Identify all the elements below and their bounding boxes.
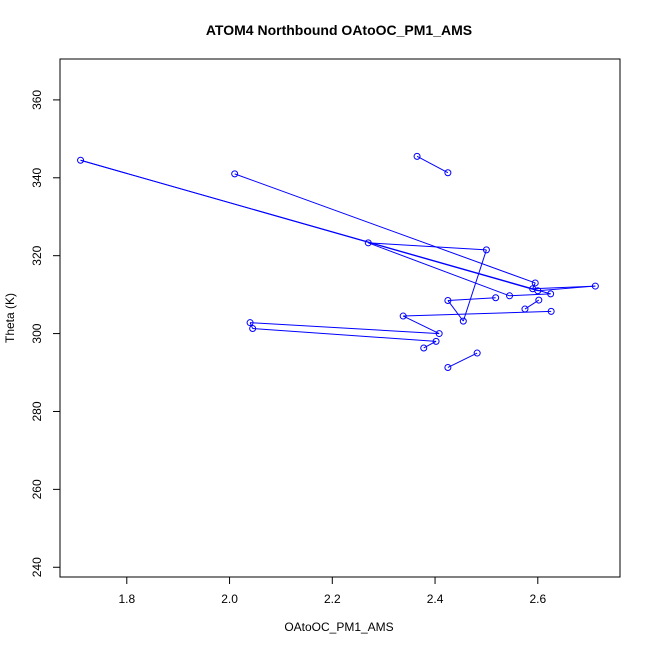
series-line-segment	[423, 340, 437, 349]
data-point	[547, 290, 555, 298]
data-point	[521, 305, 529, 313]
data-point	[231, 170, 239, 178]
series-points	[77, 152, 599, 371]
series-line-segment	[509, 293, 551, 297]
x-tick-label: 2.6	[529, 592, 546, 606]
series-line-segment	[250, 322, 440, 335]
data-point	[435, 330, 443, 338]
y-tick-label: 300	[30, 323, 44, 343]
y-axis: 240 260 280 300 320 340 360	[30, 90, 60, 577]
y-tick-label: 280	[30, 401, 44, 421]
y-axis-label: Theta (K)	[3, 293, 17, 343]
data-point	[364, 239, 372, 247]
y-tick-label: 240	[30, 557, 44, 577]
data-point	[444, 169, 452, 177]
data-point	[413, 152, 421, 160]
x-axis: 1.8 2.0 2.2 2.4 2.6	[118, 577, 546, 606]
data-point	[249, 325, 257, 333]
data-point	[399, 312, 407, 320]
plot-frame	[59, 58, 621, 578]
series-line-segment	[537, 285, 596, 292]
series-line-segment	[447, 352, 478, 368]
x-tick-label: 2.4	[427, 592, 444, 606]
y-tick-label: 260	[30, 479, 44, 499]
series-line-segment	[80, 159, 551, 295]
data-point	[77, 156, 85, 164]
series-line-segment	[252, 328, 437, 342]
series-line-segment	[447, 300, 464, 322]
data-point	[432, 337, 440, 345]
data-point	[482, 246, 490, 254]
data-point	[444, 296, 452, 304]
data-point	[459, 317, 467, 325]
x-tick-label: 2.2	[324, 592, 341, 606]
series-line-segment	[402, 315, 440, 335]
series-line-segment	[416, 155, 449, 174]
series-lines	[80, 155, 596, 368]
series-line-segment	[403, 310, 552, 317]
data-point	[420, 344, 428, 352]
series-line-segment	[524, 299, 540, 310]
series-line-segment	[462, 249, 487, 322]
y-tick-label: 320	[30, 245, 44, 265]
data-point	[246, 319, 254, 327]
data-point	[547, 307, 555, 315]
data-point	[591, 282, 599, 290]
series-line-segment	[447, 297, 496, 301]
data-point	[531, 279, 539, 287]
data-point	[506, 292, 514, 300]
data-point	[444, 363, 452, 371]
series-line-segment	[368, 242, 510, 297]
series-line-segment	[234, 173, 536, 284]
x-tick-label: 2.0	[221, 592, 238, 606]
chart-title: ATOM4 Northbound OAtoOC_PM1_AMS	[206, 22, 472, 38]
y-tick-label: 340	[30, 167, 44, 187]
data-point	[534, 287, 542, 295]
data-point	[535, 296, 543, 304]
data-point	[473, 349, 481, 357]
data-point	[492, 294, 500, 302]
y-tick-label: 360	[30, 90, 44, 110]
x-tick-label: 1.8	[118, 592, 135, 606]
series-line-segment	[368, 242, 487, 251]
x-axis-label: OAtoOC_PM1_AMS	[284, 620, 393, 634]
